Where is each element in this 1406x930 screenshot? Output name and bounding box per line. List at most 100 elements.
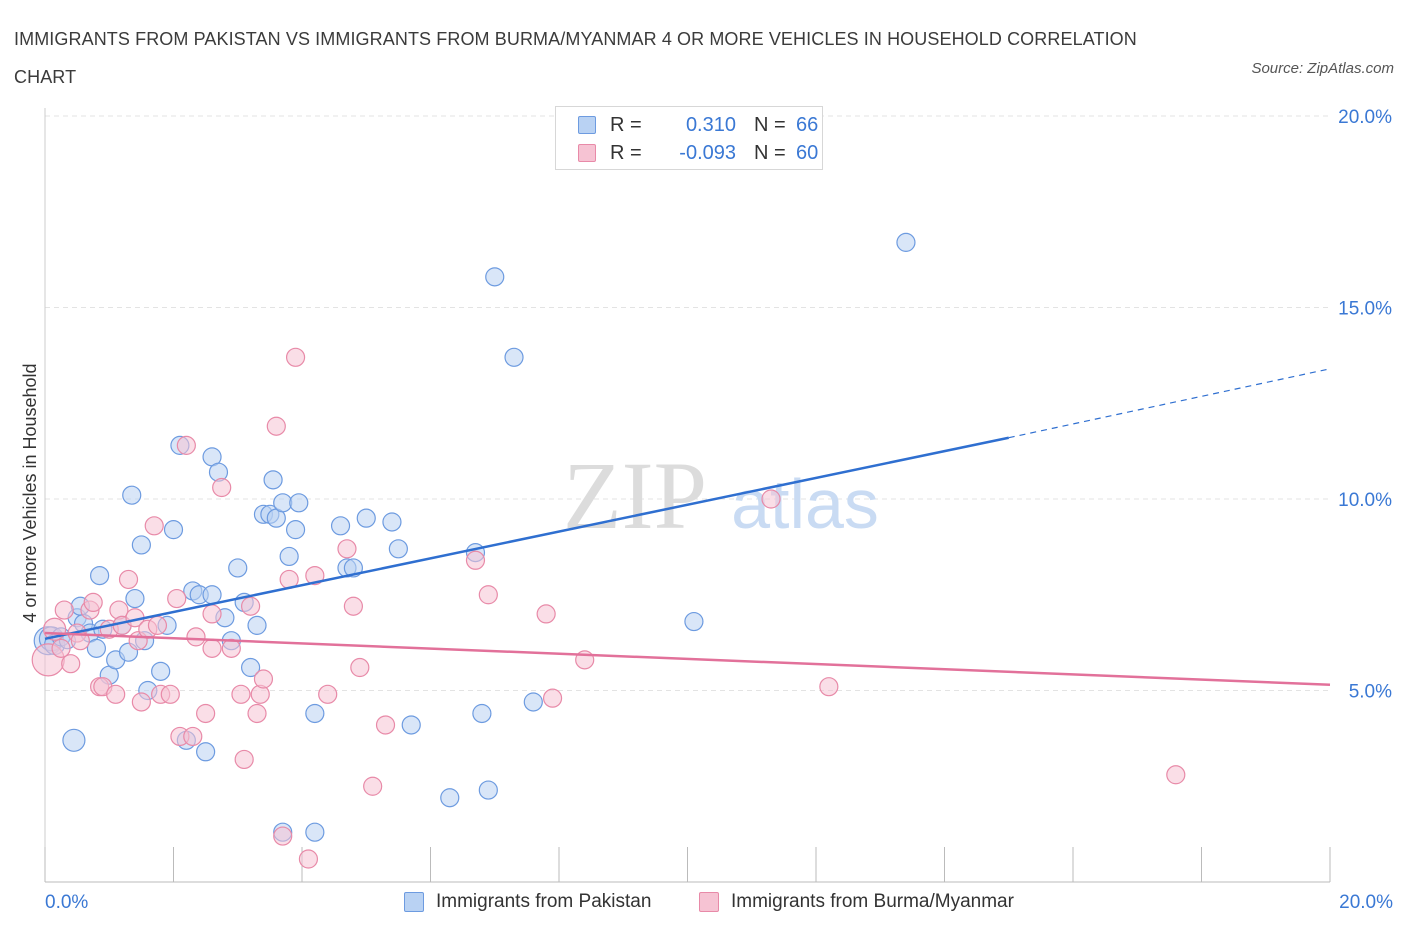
burma-point (118, 569, 139, 590)
pakistan-point (356, 508, 376, 528)
burma-point (819, 677, 839, 697)
pakistan-point (196, 742, 216, 762)
burma-point (350, 657, 370, 678)
trend-lines (44, 368, 1331, 687)
pakistan-point (289, 493, 309, 513)
burma-point (231, 684, 251, 704)
pakistan-point (330, 516, 351, 536)
watermark-atlas: atlas (731, 465, 879, 543)
pakistan-point (382, 512, 402, 532)
pakistan-point (273, 493, 293, 513)
r-label: R = (610, 114, 642, 136)
burma-point (147, 615, 168, 635)
n-value: 60 (796, 142, 819, 164)
y-tick-label: 20.0% (1338, 107, 1392, 128)
stats-legend: R = 0.310 N = 66 R = -0.093 N = 60 (555, 106, 823, 170)
pakistan-point (263, 470, 283, 490)
legend-label-pakistan: Immigrants from Pakistan (436, 891, 652, 912)
pakistan-point (131, 535, 151, 555)
pakistan-point (485, 267, 505, 287)
burma-point (247, 703, 267, 724)
legend-swatch-pink (578, 144, 596, 162)
pakistan-point (388, 539, 408, 559)
pakistan-point (125, 588, 145, 609)
burma-point (144, 516, 164, 536)
burma-point (253, 669, 274, 689)
legend-swatch-pink (699, 892, 719, 912)
pakistan-trend-extension (1008, 368, 1331, 439)
burma-point (241, 596, 261, 616)
burma-point (160, 684, 180, 704)
burma-trend-line (44, 631, 1331, 687)
burma-point (536, 604, 556, 624)
legend-swatch-blue (404, 892, 424, 912)
axes: 5.0% 10.0% 15.0% 20.0% 0.0% 20.0% (44, 107, 1393, 913)
pakistan-point (305, 703, 325, 724)
pakistan-point (896, 232, 916, 252)
pakistan-point (86, 638, 107, 658)
burma-point (273, 826, 293, 846)
burma-point (465, 550, 486, 570)
r-value: -0.093 (679, 142, 736, 164)
pakistan-point (478, 780, 498, 800)
pakistan-point (202, 585, 222, 605)
burma-point (318, 684, 338, 704)
y-tick-label: 15.0% (1338, 299, 1392, 320)
burma-point (196, 703, 216, 724)
pakistan-point (163, 520, 184, 540)
burma-point (363, 776, 383, 796)
pakistan-point (305, 822, 325, 842)
burma-point (186, 627, 206, 647)
n-label: N = (754, 114, 786, 136)
burma-point (176, 435, 196, 455)
burma-point (106, 684, 126, 704)
pakistan-point (90, 565, 110, 586)
data-points (31, 232, 1186, 869)
y-tick-label: 5.0% (1349, 682, 1392, 703)
burma-point (51, 638, 71, 658)
pakistan-point (401, 715, 421, 735)
pakistan-point (523, 692, 543, 712)
burma-point (212, 477, 232, 498)
burma-point (1166, 765, 1186, 785)
x-tick-label-start: 0.0% (45, 892, 88, 913)
burma-point (234, 749, 254, 770)
burma-point (298, 849, 319, 869)
y-tick-label: 10.0% (1338, 490, 1392, 511)
burma-point (305, 565, 325, 586)
burma-point (54, 600, 74, 620)
n-value: 66 (796, 114, 819, 136)
pakistan-point (279, 546, 299, 567)
burma-point (337, 539, 357, 559)
burma-point (183, 726, 203, 747)
burma-point (202, 638, 222, 658)
burma-point (343, 596, 363, 616)
burma-point (221, 638, 241, 658)
pakistan-trend-line (44, 436, 1010, 641)
pakistan-point (62, 728, 86, 752)
n-label: N = (754, 142, 786, 164)
pakistan-point (228, 558, 248, 578)
r-value: 0.310 (685, 114, 736, 136)
pakistan-point (472, 703, 492, 724)
burma-point (266, 416, 286, 436)
watermark-zip: ZIP (563, 442, 707, 549)
r-label: R = (610, 142, 642, 164)
legend-label-burma: Immigrants from Burma/Myanmar (731, 891, 1014, 912)
pakistan-point (241, 657, 261, 678)
pakistan-point (151, 661, 171, 681)
burma-point (375, 715, 396, 735)
burma-point (285, 347, 306, 367)
pakistan-point (122, 485, 142, 505)
pakistan-point (285, 520, 306, 540)
legend-swatch-blue (578, 116, 596, 134)
pakistan-point (684, 611, 704, 632)
pakistan-point (247, 615, 267, 635)
series-legend: Immigrants from Pakistan Immigrants from… (0, 888, 1406, 916)
x-tick-label-end: 20.0% (1339, 892, 1393, 913)
burma-point (83, 592, 103, 613)
y-axis-title: 4 or more Vehicles in Household (20, 363, 40, 622)
burma-point (202, 604, 222, 624)
burma-point (761, 489, 781, 509)
